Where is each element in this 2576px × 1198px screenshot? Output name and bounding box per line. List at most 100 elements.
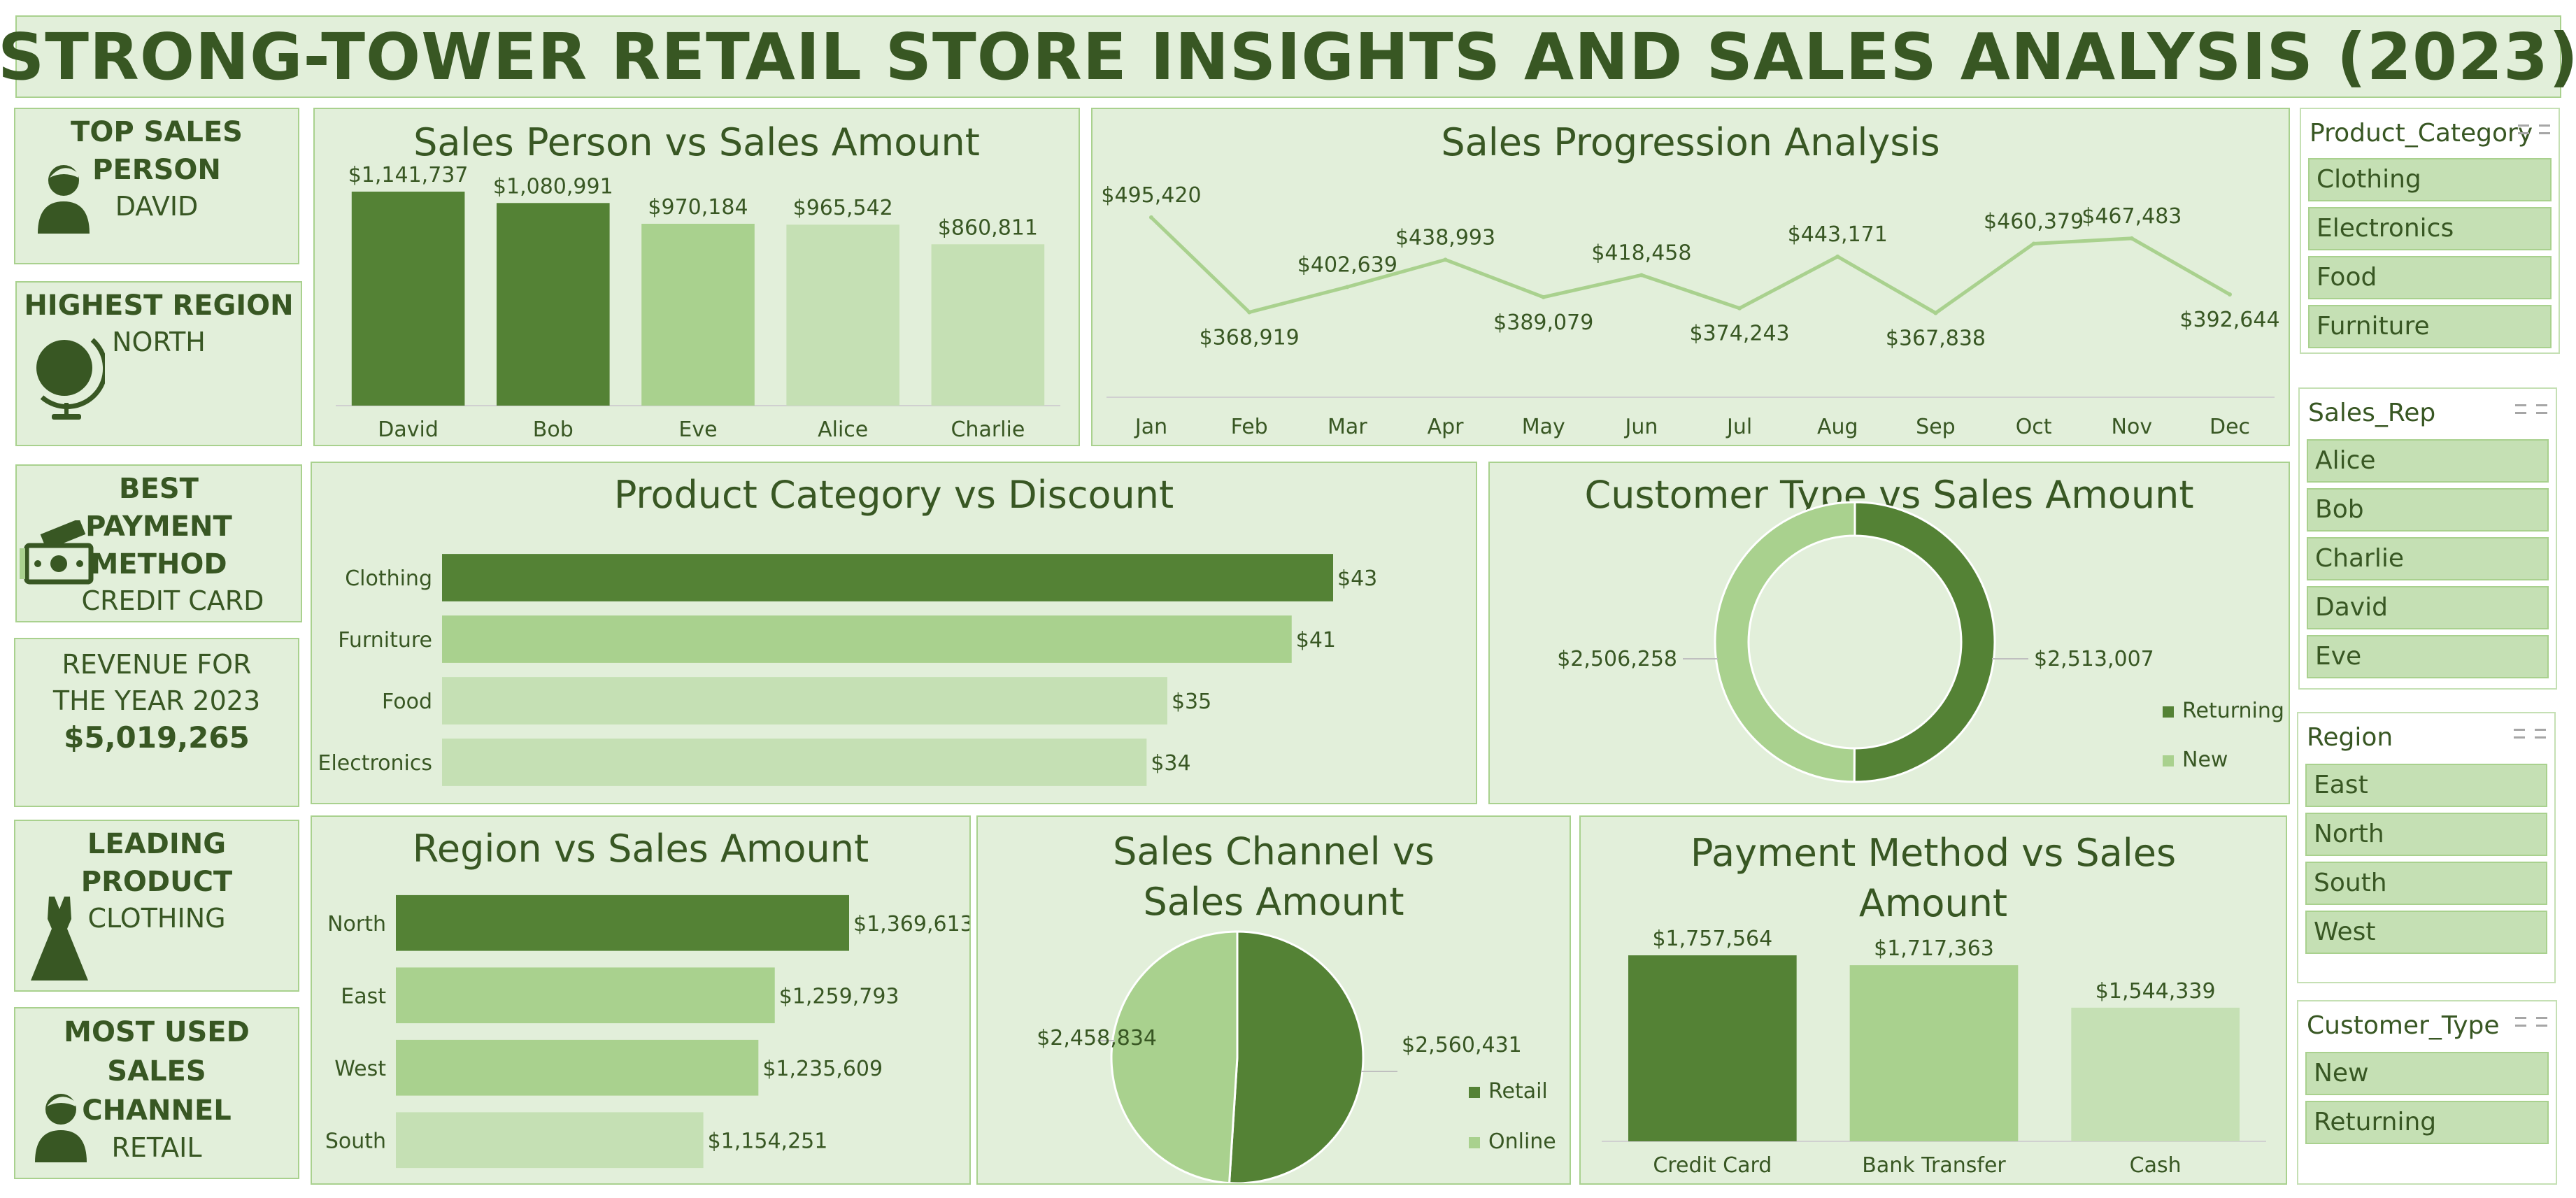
kpi-highest-region: HIGHEST REGION NORTH: [15, 281, 302, 446]
legend-label: New: [2182, 748, 2228, 772]
kpi-title: HIGHEST REGION: [24, 290, 294, 322]
legend-swatch: [1469, 1087, 1480, 1098]
data-point: [1149, 215, 1153, 220]
slicer-item-clothing[interactable]: Clothing: [2308, 158, 2552, 201]
data-label: $965,542: [793, 196, 893, 220]
clear-filter-icon[interactable]: [2536, 404, 2547, 414]
slicer-item-alice[interactable]: Alice: [2307, 439, 2549, 483]
category-label: Feb: [1231, 415, 1268, 439]
payment-bar-chart: $1,757,564 Credit Card $1,717,363 Bank Tran…: [1602, 927, 2266, 1178]
category-label: North: [327, 912, 386, 936]
chart-title: Sales Progression Analysis: [1441, 120, 1940, 164]
kpi-title: TOP SALES PERSON: [71, 116, 243, 186]
data-label: $418,458: [1591, 241, 1691, 265]
slicer-product-category[interactable]: Product_Category Clothing Electronics Fo…: [2300, 108, 2560, 354]
multi-select-icon[interactable]: [2514, 729, 2525, 739]
person-icon: [38, 165, 90, 234]
slicer-item-food[interactable]: Food: [2308, 256, 2552, 299]
bar-bob: [496, 203, 610, 406]
chart-title: Product Category vs Discount: [613, 473, 1174, 517]
legend-swatch: [2163, 706, 2174, 718]
multi-select-icon[interactable]: [2515, 1017, 2526, 1027]
slice-returning: [1853, 501, 1996, 783]
data-label: $34: [1151, 751, 1190, 776]
salesperson-bar-chart: $1,141,737 David $1,080,991 Bob $970,184 Eve $…: [336, 163, 1060, 442]
slicer-controls: [2515, 1017, 2547, 1027]
legend-label: Returning: [2182, 699, 2284, 723]
clear-filter-icon[interactable]: [2539, 124, 2550, 134]
slicer-item-north[interactable]: North: [2305, 813, 2547, 856]
clear-filter-icon[interactable]: [2535, 729, 2546, 739]
category-label: Cash: [2130, 1153, 2182, 1178]
bar-alice: [786, 224, 900, 406]
bar-credit-card: [1628, 955, 1797, 1141]
clear-filter-icon[interactable]: [2536, 1017, 2547, 1027]
category-label: Mar: [1328, 415, 1367, 439]
bar-charlie: [931, 244, 1045, 406]
data-point: [2228, 292, 2232, 297]
chart-region-panel: Region vs Sales Amount $1,369,613 North $1…: [311, 815, 971, 1185]
slicer-item-bob[interactable]: Bob: [2307, 488, 2549, 532]
bar-food: [442, 677, 1167, 725]
category-label: East: [341, 984, 386, 1008]
slicer-header: Region: [2307, 723, 2393, 752]
data-label: $35: [1172, 690, 1211, 714]
category-label: Furniture: [338, 628, 432, 653]
slicer-item-returning[interactable]: Returning: [2305, 1101, 2549, 1144]
data-point: [2129, 236, 2134, 241]
data-label: $1,141,737: [348, 163, 469, 187]
slicer-item-charlie[interactable]: Charlie: [2307, 537, 2549, 580]
legend-label: Online: [1488, 1129, 1556, 1154]
kpi-leading-product: LEADING PRODUCT CLOTHING: [14, 820, 299, 992]
slicer-item-east[interactable]: East: [2305, 764, 2547, 807]
slicer-item-david[interactable]: David: [2307, 586, 2549, 629]
kpi-best-payment-method: BEST PAYMENT METHOD CREDIT CARD: [15, 464, 302, 622]
data-point: [1345, 285, 1350, 290]
data-label: $1,544,339: [2095, 979, 2216, 1004]
category-label: Aug: [1817, 415, 1858, 439]
slicer-sales-rep[interactable]: Sales_Rep Alice Bob Charlie David Eve: [2298, 387, 2557, 690]
kpi-revenue: REVENUE FOR THE YEAR 2023 $5,019,265: [14, 638, 299, 807]
slicer-customer-type[interactable]: Customer_Type New Returning: [2297, 1000, 2557, 1185]
category-label: Apr: [1428, 415, 1465, 439]
bar-clothing: [442, 554, 1333, 601]
data-label: $860,811: [938, 215, 1038, 240]
kpi-value: CREDIT CARD: [81, 585, 264, 616]
dashboard-title: STRONG-TOWER RETAIL STORE INSIGHTS AND S…: [0, 19, 2576, 94]
data-label: $1,757,564: [1652, 927, 1772, 951]
data-label: $1,154,251: [708, 1129, 828, 1153]
data-label: $367,838: [1886, 327, 1986, 351]
category-label: Sep: [1916, 415, 1956, 439]
progression-line-chart: $495,420 Jan $368,919 Feb $402,639 Mar $438,99…: [1101, 183, 2279, 439]
slicer-controls: [2518, 124, 2550, 134]
chart-salesperson-panel: Sales Person vs Sales Amount $1,141,737 D…: [313, 108, 1080, 446]
category-label: South: [325, 1129, 386, 1153]
category-label: Electronics: [318, 751, 432, 776]
dashboard-title-bar: STRONG-TOWER RETAIL STORE INSIGHTS AND S…: [0, 15, 2576, 98]
category-label: Eve: [678, 418, 717, 442]
slicer-item-eve[interactable]: Eve: [2307, 635, 2549, 678]
data-label: $389,079: [1493, 311, 1593, 335]
bar-electronics: [442, 739, 1147, 786]
slicer-item-new[interactable]: New: [2305, 1052, 2549, 1095]
data-point: [1247, 310, 1252, 315]
data-label: $41: [1296, 628, 1336, 653]
bar-eve: [641, 223, 755, 406]
slicer-region[interactable]: Region East North South West: [2297, 712, 2556, 983]
slicer-item-electronics[interactable]: Electronics: [2308, 207, 2552, 250]
data-label: $2,458,834: [1037, 1026, 1157, 1050]
data-label: $43: [1337, 566, 1377, 591]
bar-east: [396, 967, 775, 1024]
slicer-item-west[interactable]: West: [2305, 911, 2547, 954]
category-label: David: [378, 418, 439, 442]
data-point: [1541, 294, 1546, 299]
slicer-item-furniture[interactable]: Furniture: [2308, 305, 2552, 348]
slice-new: [1714, 501, 1856, 783]
category-label: Dec: [2209, 415, 2250, 439]
multi-select-icon[interactable]: [2515, 404, 2526, 414]
multi-select-icon[interactable]: [2518, 124, 2529, 134]
kpi-title: LEADING PRODUCT: [80, 828, 233, 898]
category-label: Oct: [2016, 415, 2052, 439]
slicer-item-south[interactable]: South: [2305, 862, 2547, 905]
chart-discount-panel: Product Category vs Discount $43 Clothing…: [311, 462, 1477, 804]
